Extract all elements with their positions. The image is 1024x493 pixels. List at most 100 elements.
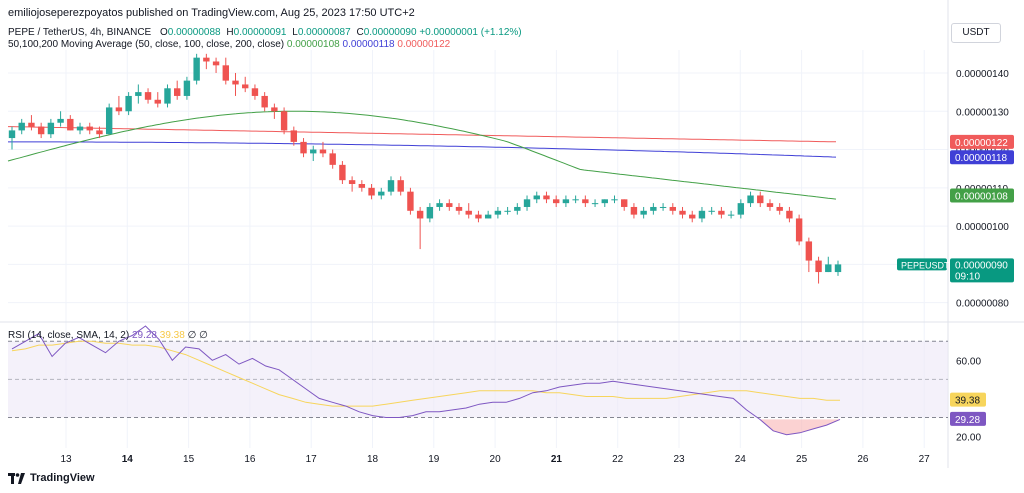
open-label: O: [160, 27, 168, 38]
candle-body: [621, 199, 628, 207]
x-tick-label: 21: [551, 454, 563, 465]
candle-body: [795, 218, 803, 242]
candle-body: [494, 210, 502, 215]
candle-body: [766, 203, 774, 207]
candle-body: [679, 210, 686, 215]
rsi-tick-label: 60.00: [956, 356, 981, 367]
currency-button[interactable]: USDT: [951, 23, 1001, 43]
candle-body: [397, 180, 404, 192]
high-label: H: [226, 27, 234, 38]
candle-body: [28, 122, 35, 127]
candle-body: [37, 126, 45, 135]
x-tick-label: 16: [244, 454, 256, 465]
candle-body: [504, 210, 511, 212]
candle-body: [96, 130, 103, 135]
candle-body: [358, 184, 366, 188]
rsi-legend: RSI (14, close, SMA, 14, 2) 29.28 39.38 …: [8, 330, 208, 341]
candle-body: [727, 214, 735, 216]
candle-body: [76, 126, 84, 131]
x-tick-label: 19: [428, 454, 440, 465]
candle-body: [834, 264, 842, 273]
x-tick-label: 26: [857, 454, 869, 465]
footer-brand-text: TradingView: [30, 472, 95, 484]
candle-body: [776, 206, 783, 211]
rsi-tag-bg: [950, 411, 986, 426]
candle-body: [86, 126, 93, 131]
ma100-tag-bg: [950, 150, 1014, 165]
candle-body: [689, 214, 696, 219]
x-tick-label: 13: [60, 454, 72, 465]
rsi-pane: 60.00 20.00 39.38 29.28: [8, 325, 986, 444]
candle-body: [815, 260, 822, 273]
candle-body: [368, 187, 375, 196]
candle-body: [212, 61, 220, 66]
candle-body: [562, 199, 570, 204]
footer-brand: TradingView: [8, 472, 95, 484]
candle-body: [757, 195, 764, 204]
candle-body: [805, 241, 813, 261]
candle-body: [465, 210, 472, 215]
rsi-tick-label: 20.00: [956, 433, 981, 444]
open-value: 0.00000088: [167, 27, 221, 38]
x-tick-label: 23: [673, 454, 685, 465]
last-price-value: 0.00000090: [955, 260, 1008, 271]
candle-body: [183, 80, 191, 96]
rsi-oversold-fill: [759, 419, 840, 435]
x-tick-label: 18: [367, 454, 379, 465]
publisher-line: emiliojoseperezpoyatos published on Trad…: [8, 7, 415, 19]
price-tags: 0.00000122 0.00000118 0.00000108 PEPEUSDT 0.…: [897, 134, 1014, 283]
candle-body: [708, 210, 715, 212]
candle-body: [251, 88, 259, 96]
candle-body: [514, 206, 521, 211]
candle-body: [339, 164, 346, 181]
y-tick-label: 0.00000140: [956, 69, 1009, 80]
candle-body: [329, 153, 336, 165]
x-tick-label: 22: [612, 454, 624, 465]
candle-body: [484, 214, 492, 219]
y-tick-label: 0.00000080: [956, 299, 1009, 310]
candle-body: [747, 195, 754, 204]
low-value: 0.00000087: [297, 27, 351, 38]
candle-body: [543, 195, 550, 200]
moving-average-lines: [7, 110, 837, 200]
rsi-line: [11, 325, 841, 436]
rsi-value: 29.28: [131, 330, 157, 341]
ma50-value: 0.00000108: [286, 39, 340, 50]
candle-body: [436, 203, 443, 207]
symbol-title: PEPE / TetherUS, 4h, BINANCE: [8, 27, 152, 38]
candle-body: [378, 191, 385, 196]
x-tick-label: 25: [796, 454, 808, 465]
ma100-value: 0.00000118: [342, 39, 395, 50]
candle-body: [174, 88, 181, 96]
candle-body: [601, 199, 608, 204]
ohlc-legend: PEPE / TetherUS, 4h, BINANCE O0.00000088…: [8, 27, 522, 38]
low-label: L: [292, 27, 298, 38]
x-tick-label: 20: [490, 454, 502, 465]
candle-body: [630, 206, 638, 215]
change-value: +0.00000001 (+1.12%): [419, 27, 522, 38]
rsi-ma-tag: 39.38: [955, 396, 980, 407]
candle-body: [552, 199, 560, 204]
rsi-tag: 29.28: [955, 415, 980, 426]
candle-body: [135, 92, 142, 96]
rsi-extra-1: ∅: [187, 330, 197, 341]
candle-body: [572, 199, 579, 201]
tradingview-logo-icon: [8, 472, 25, 484]
high-value: 0.00000091: [233, 27, 287, 38]
candle-body: [533, 195, 540, 200]
rsi-ma-tag-bg: [950, 392, 986, 407]
candle-body: [659, 206, 667, 208]
last-price-tag-bg: [950, 258, 1014, 283]
candlestick-series: [8, 53, 842, 284]
ma-legend: 50,100,200 Moving Average (50, close, 10…: [8, 39, 450, 50]
candle-body: [105, 107, 113, 135]
x-tick-label: 24: [735, 454, 747, 465]
candle-body: [737, 203, 745, 215]
y-tick-label: 0.00000100: [956, 222, 1009, 233]
candle-body: [144, 92, 152, 100]
candle-body: [348, 180, 356, 184]
candle-body: [455, 206, 463, 211]
candle-body: [698, 210, 706, 219]
rsi-extra-2: ∅: [199, 330, 208, 341]
